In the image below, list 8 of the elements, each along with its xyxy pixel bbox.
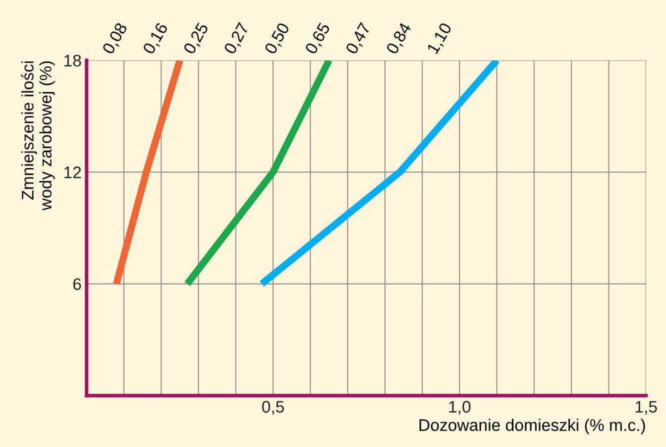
x-tick-label: 0,5 — [262, 400, 284, 415]
y-tick-label: 18 — [64, 54, 81, 67]
x-tick-label: 1,0 — [449, 400, 470, 415]
x-axis-title: Dozowanie domieszki (% m.c.) — [420, 418, 645, 434]
y-tick-label: 12 — [64, 166, 81, 178]
y-tick-label: 6 — [73, 278, 81, 290]
x-tick-label: 1,5 — [636, 401, 657, 415]
y-axis-title: Zmniejszenie ilości wody zarobowej (%) — [21, 61, 55, 210]
